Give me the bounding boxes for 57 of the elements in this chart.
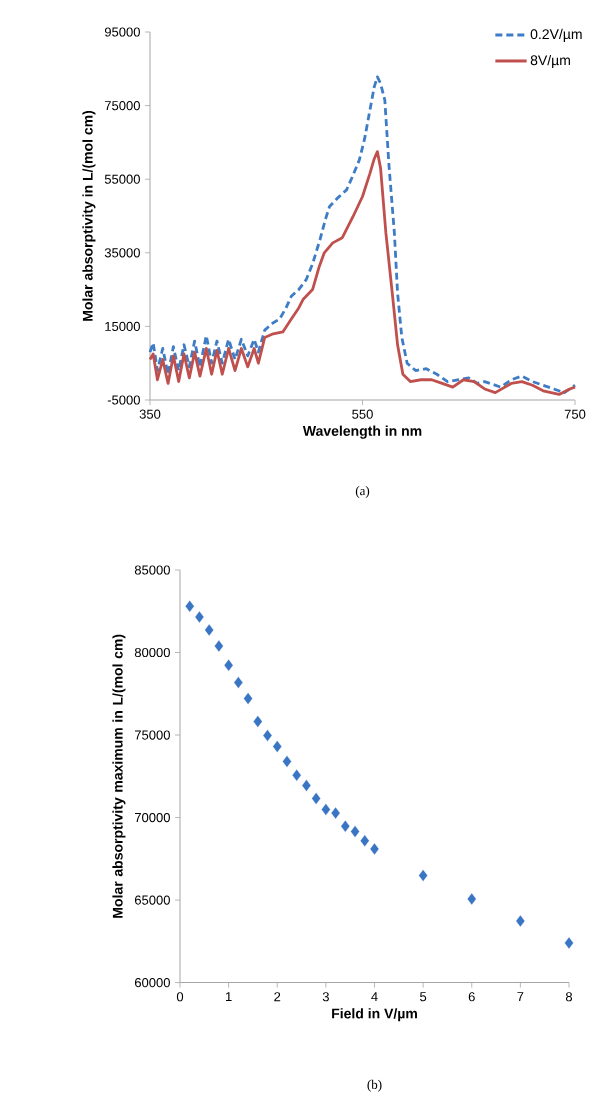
point [262, 729, 273, 742]
point [330, 806, 341, 820]
x-axis-title: Field in V/µm [332, 1008, 417, 1022]
point [272, 740, 282, 753]
x-tick-label: 0 [176, 992, 184, 1002]
y-tick-label: -5000 [107, 395, 140, 405]
y-tick-label: 60000 [134, 977, 170, 988]
x-tick-label: 2 [274, 992, 281, 1002]
point [291, 768, 302, 782]
x-axis-title: Wavelength in nm [302, 425, 422, 439]
y-tick-label: 35000 [104, 248, 140, 258]
point [369, 842, 380, 856]
x-tick-label: 3 [322, 992, 329, 1002]
legend-label: 8V/µm [530, 54, 570, 68]
y-tick-label: 95000 [104, 27, 140, 37]
text: (b) [367, 1079, 382, 1092]
y-tick-label: 15000 [105, 321, 140, 331]
x-tick-label: 7 [517, 992, 524, 1002]
legend-label: 0.2V/µm [530, 28, 582, 42]
point [350, 825, 360, 838]
point [184, 600, 195, 613]
point [233, 676, 243, 689]
point [321, 803, 331, 816]
point [243, 692, 253, 705]
x-tick-label: 6 [468, 992, 475, 1002]
point [214, 639, 224, 653]
point [564, 936, 574, 950]
point [359, 834, 370, 848]
y-tick-label: 55000 [104, 174, 140, 184]
y-tick-label: 65000 [134, 895, 170, 905]
point [223, 659, 234, 672]
y-tick-label: 85000 [134, 565, 170, 575]
point [301, 779, 312, 792]
point [340, 819, 350, 833]
y-tick-label: 70000 [134, 812, 170, 823]
point [311, 792, 321, 805]
x-tick-label: 750 [564, 409, 586, 419]
x-tick-label: 550 [352, 409, 373, 419]
point [204, 623, 214, 637]
y-axis-title: Molar absorptivity in L/(mol cm) [82, 110, 96, 321]
point [194, 610, 205, 624]
y-axis-title: Molar absorptivity maximum in L/(mol cm) [112, 634, 126, 918]
x-tick-label: 8 [565, 992, 572, 1002]
text: (a) [355, 486, 370, 498]
line-series [148, 150, 577, 396]
x-tick-label: 1 [225, 992, 232, 1002]
x-tick-label: 5 [419, 992, 427, 1002]
point [253, 715, 263, 728]
y-tick-label: 75000 [104, 100, 140, 111]
x-tick-label: 4 [371, 992, 378, 1002]
x-tick-label: 350 [139, 409, 161, 419]
point [515, 914, 525, 928]
point [282, 755, 292, 768]
point [466, 892, 477, 906]
point [418, 869, 428, 882]
y-tick-label: 80000 [134, 647, 170, 658]
y-tick-label: 75000 [134, 730, 170, 740]
